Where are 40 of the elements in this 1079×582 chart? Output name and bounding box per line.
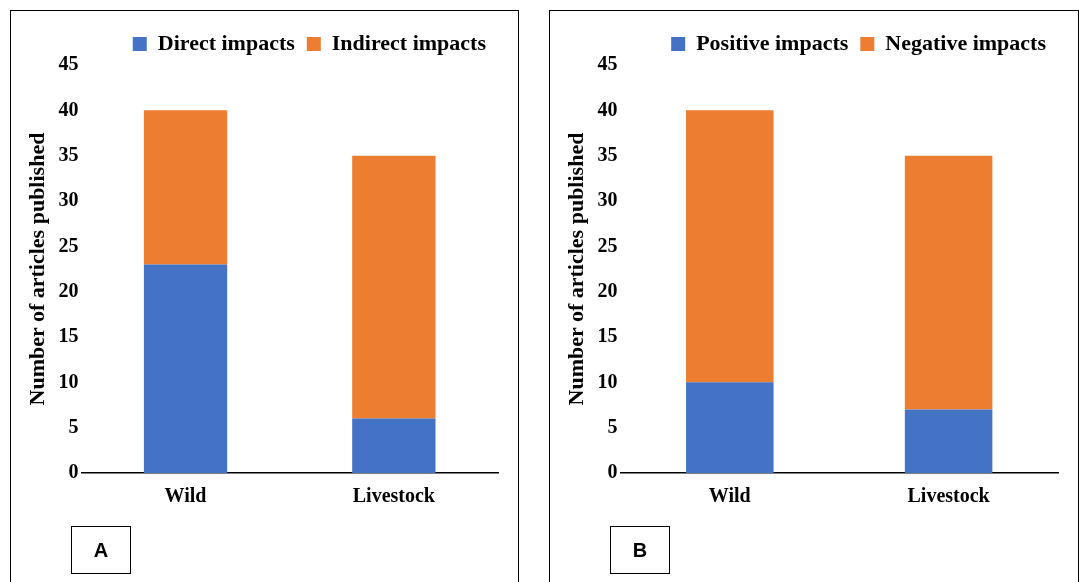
x-tick-label: Wild <box>708 484 751 507</box>
y-axis-title: Number of articles published <box>562 132 588 406</box>
y-tick-label: 10 <box>58 369 79 392</box>
y-tick-label: 10 <box>597 369 618 392</box>
bar <box>904 155 993 410</box>
y-tick-label: 30 <box>58 188 79 211</box>
y-tick-label: 5 <box>68 414 79 437</box>
y-tick-label: 45 <box>597 52 618 75</box>
y-tick-label: 40 <box>58 97 79 120</box>
bar <box>143 110 228 265</box>
legend-label: Positive impacts <box>696 29 849 55</box>
text: B <box>610 526 670 574</box>
legend-label: Direct impacts <box>157 29 296 55</box>
bar <box>352 155 436 419</box>
bar <box>686 382 774 473</box>
legend-label: Indirect impacts <box>331 29 487 55</box>
y-tick-label: 5 <box>607 414 618 437</box>
y-tick-label: 25 <box>597 233 618 256</box>
bar <box>352 418 436 473</box>
y-tick-label: 15 <box>597 324 618 347</box>
y-tick-label: 0 <box>68 460 79 483</box>
y-tick-label: 15 <box>58 324 79 347</box>
bar <box>686 110 774 383</box>
legend-label: Negative impacts <box>885 29 1047 55</box>
y-tick-label: 20 <box>58 278 79 301</box>
text: A <box>71 526 131 574</box>
y-tick-label: 0 <box>607 460 618 483</box>
y-tick-label: 25 <box>58 233 79 256</box>
y-tick-label: 35 <box>58 142 79 165</box>
y-tick-label: 35 <box>597 142 618 165</box>
y-tick-label: 20 <box>597 278 618 301</box>
bar <box>904 409 993 473</box>
bar <box>143 264 228 473</box>
y-tick-label: 45 <box>58 52 79 75</box>
y-axis-title: Number of articles published <box>23 132 49 406</box>
y-tick-label: 40 <box>597 97 618 120</box>
x-tick-label: Livestock <box>352 484 436 507</box>
y-tick-label: 30 <box>597 188 618 211</box>
x-tick-label: Wild <box>164 484 207 507</box>
x-tick-label: Livestock <box>907 484 991 507</box>
